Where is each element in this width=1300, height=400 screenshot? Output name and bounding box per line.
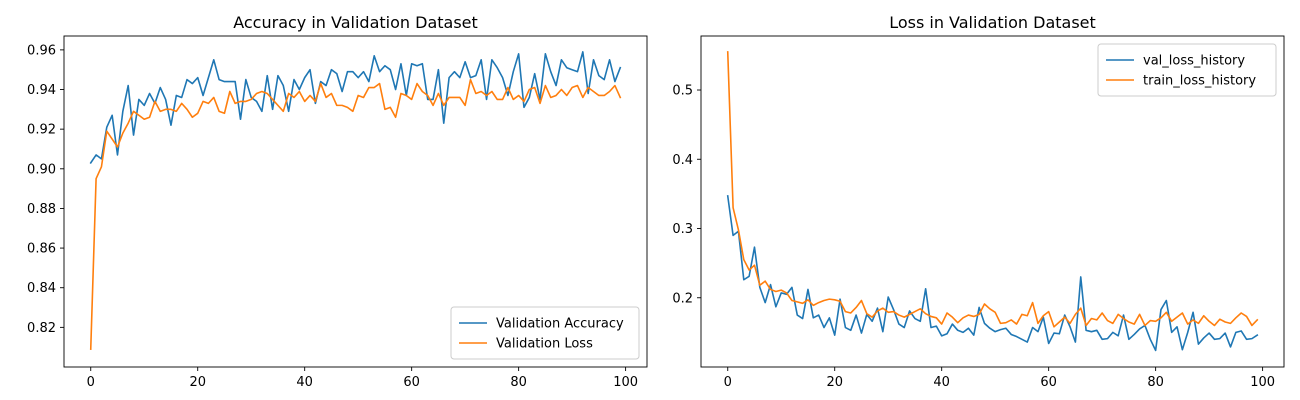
- plot-area: [700, 35, 1285, 368]
- x-tick-label: 20: [826, 375, 843, 390]
- plot-area: [63, 35, 648, 368]
- chart-1: Accuracy in Validation Dataset 0 20 40 60 80 1…: [27, 13, 648, 390]
- y-tick-label: 0.86: [27, 242, 56, 257]
- x-tick-label: 40: [933, 375, 950, 390]
- legend: Validation Accuracy Validation Loss: [450, 306, 640, 360]
- x-tick-label: 40: [296, 375, 313, 390]
- legend-box: [450, 306, 640, 360]
- y-tick-label: 0.92: [27, 123, 56, 138]
- legend-label: val_loss_history: [1143, 54, 1245, 69]
- chart-title: Accuracy in Validation Dataset: [233, 13, 478, 32]
- chart-title: Loss in Validation Dataset: [889, 13, 1096, 32]
- x-tick-label: 60: [1040, 375, 1057, 390]
- y-tick-label: 0.4: [672, 153, 693, 168]
- x-tick-label: 80: [1147, 375, 1164, 390]
- legend: val_loss_history train_loss_history: [1097, 43, 1277, 97]
- x-tick-label: 80: [510, 375, 527, 390]
- series-line-2: [726, 51, 1259, 328]
- series-line-2: [89, 78, 622, 350]
- y-tick-label: 0.84: [27, 281, 56, 296]
- x-tick-label: 0: [87, 375, 95, 390]
- x-tick-label: 60: [403, 375, 420, 390]
- y-tick-label: 0.3: [672, 222, 693, 237]
- y-tick-label: 0.94: [27, 83, 56, 98]
- legend-label: Validation Accuracy: [496, 317, 624, 332]
- y-tick-label: 0.96: [27, 43, 56, 58]
- x-tick-label: 20: [189, 375, 206, 390]
- y-tick-label: 0.90: [27, 162, 56, 177]
- y-tick-label: 0.5: [672, 84, 693, 99]
- legend-label: Validation Loss: [496, 337, 593, 352]
- y-tick-label: 0.82: [27, 321, 56, 336]
- legend-label: train_loss_history: [1143, 74, 1256, 89]
- y-tick-label: 0.2: [672, 291, 693, 306]
- series-line-1: [89, 51, 622, 164]
- chart-2: Loss in Validation Dataset 0 20 40 60 80 100 0.…: [672, 13, 1285, 390]
- x-tick-label: 0: [724, 375, 732, 390]
- y-tick-label: 0.88: [27, 202, 56, 217]
- series-line-1: [726, 195, 1259, 352]
- x-tick-label: 100: [613, 375, 638, 390]
- legend-box: [1097, 43, 1277, 97]
- x-tick-label: 100: [1250, 375, 1275, 390]
